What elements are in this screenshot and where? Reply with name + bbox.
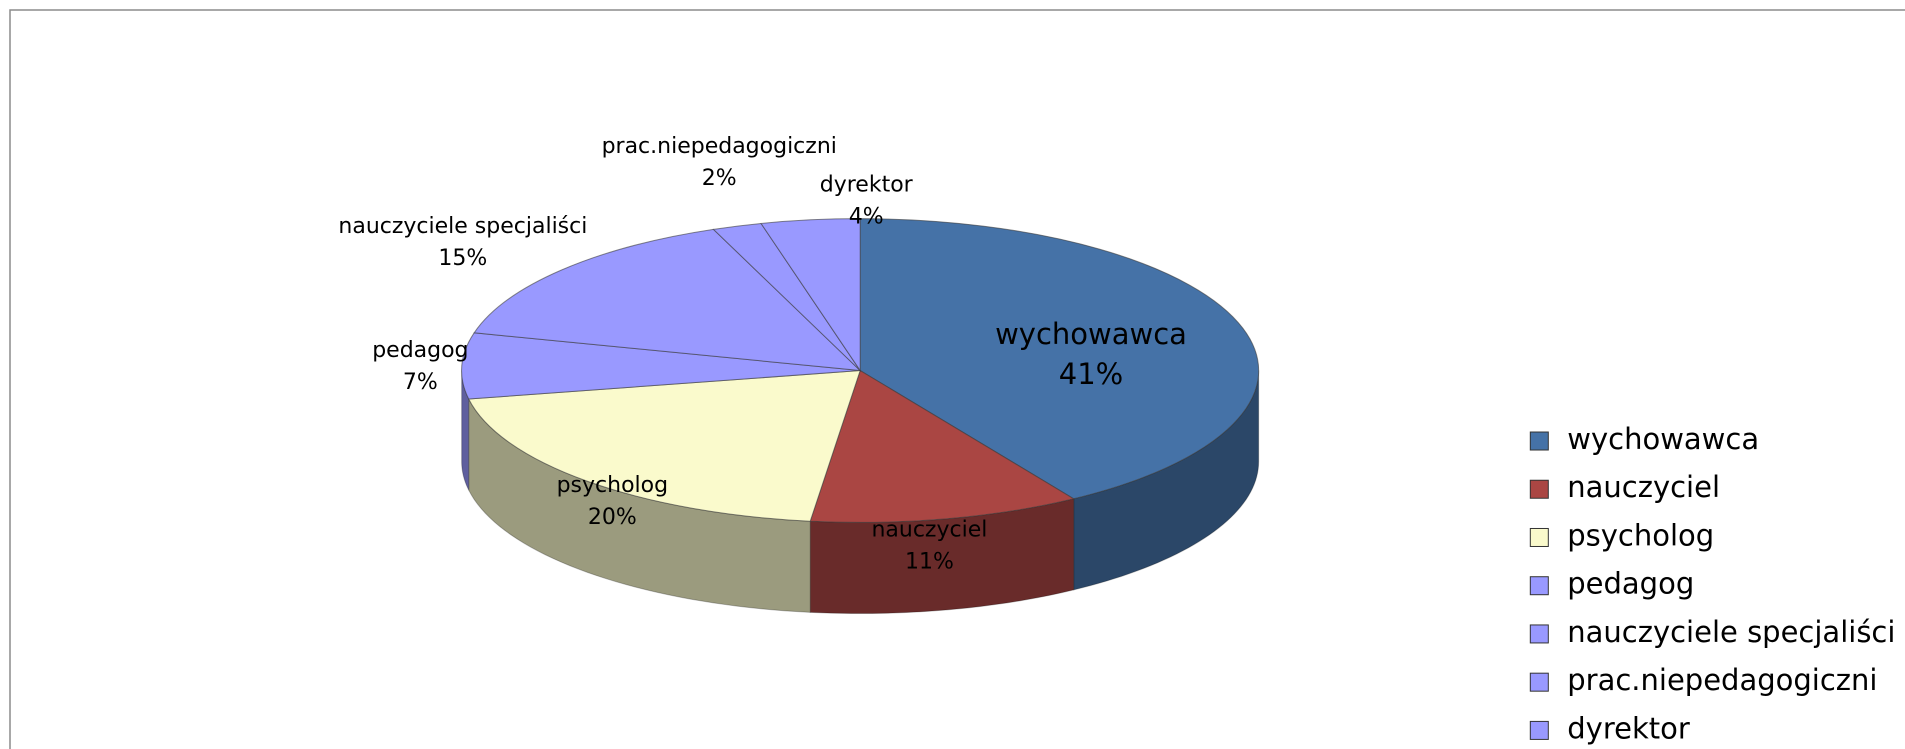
- slice-label: nauczyciel: [871, 518, 987, 543]
- slice-value-label: 41%: [1059, 357, 1123, 391]
- slice: [809, 369, 1075, 523]
- slice-label: pedagog: [372, 338, 468, 363]
- slice-value-label: 15%: [438, 246, 487, 271]
- legend-label: dyrektor: [1567, 711, 1690, 745]
- slice-value-label: 2%: [702, 166, 737, 191]
- slice: [473, 228, 862, 372]
- slice-label: psycholog: [557, 473, 668, 498]
- pie-sides: [461, 370, 1260, 615]
- legend-label: psycholog: [1567, 518, 1714, 552]
- slice-label: wychowawca: [995, 317, 1187, 351]
- legend-swatch: [1529, 672, 1549, 692]
- slice: [760, 218, 861, 373]
- legend: wychowawca nauczyciel psycholog pedagog nauc…: [1529, 422, 1895, 745]
- legend-label: pedagog: [1567, 567, 1694, 601]
- legend-swatch: [1529, 624, 1549, 644]
- slice-label: nauczyciele specjaliści: [338, 214, 587, 239]
- legend-label: nauczyciel: [1567, 470, 1720, 504]
- legend-label: nauczyciele specjaliści: [1567, 615, 1895, 649]
- slice-value-label: 20%: [588, 505, 637, 530]
- slice-value-label: 11%: [905, 550, 954, 575]
- legend-swatch: [1529, 720, 1549, 740]
- legend-swatch: [1529, 431, 1549, 451]
- slice: [859, 218, 1260, 500]
- slice: [461, 332, 861, 400]
- slice: [467, 369, 861, 522]
- data-labels: wychowawca 41% nauczyciel 11% psycholog 20% pe…: [338, 134, 1187, 575]
- pie-tops: [461, 218, 1260, 523]
- slice-label: dyrektor: [820, 173, 914, 198]
- slice-value-label: 7%: [403, 370, 438, 395]
- legend-label: prac.niepedagogiczni: [1567, 663, 1877, 697]
- legend-label: wychowawca: [1567, 422, 1759, 456]
- slice-value-label: 4%: [849, 205, 884, 230]
- legend-swatch: [1529, 527, 1549, 547]
- slice-label: prac.niepedagogiczni: [602, 134, 837, 159]
- legend-swatch: [1529, 479, 1549, 499]
- legend-swatch: [1529, 576, 1549, 596]
